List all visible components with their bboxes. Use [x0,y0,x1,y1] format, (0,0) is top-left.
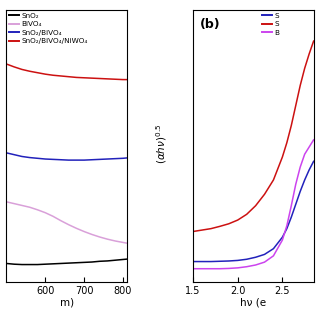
X-axis label: hν (e: hν (e [240,298,267,308]
Text: (b): (b) [200,18,221,31]
Legend: SnO₂, BiVO₄, SnO₂/BiVO₄, SnO₂/BiVO₄/NiWO₄: SnO₂, BiVO₄, SnO₂/BiVO₄, SnO₂/BiVO₄/NiWO… [9,12,89,45]
X-axis label: m): m) [60,298,74,308]
Legend: S, S, B: S, S, B [261,12,280,36]
Text: $(\alpha h\nu)^{0.5}$: $(\alpha h\nu)^{0.5}$ [154,124,169,164]
